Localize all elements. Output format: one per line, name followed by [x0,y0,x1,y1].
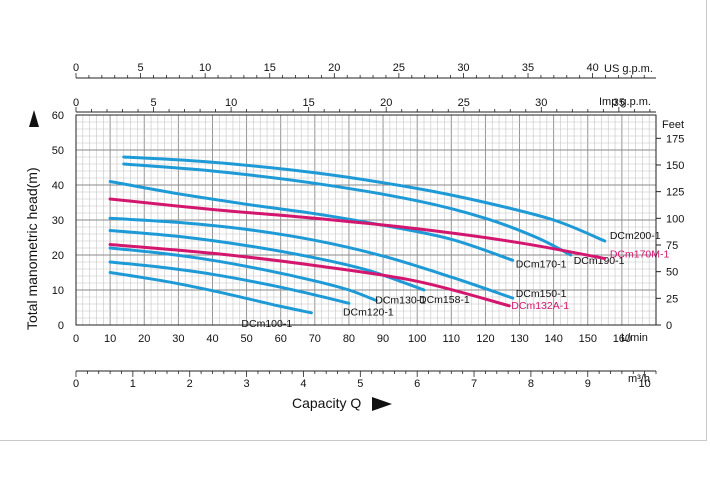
tick-label-impgpm: 10 [225,97,237,109]
curve-label-dcm170-1: DCm170-1 [516,258,567,270]
tick-label-impgpm: 35 [613,97,625,109]
tick-label-m3h: 3 [244,378,250,390]
tick-label-m: 20 [52,250,64,262]
tick-label-m3h: 10 [639,378,651,390]
curve-dcm130-1 [108,246,378,302]
tick-label-m: 40 [52,180,64,192]
tick-label-lpm: 160 [613,333,631,345]
curve-dcm170m-1 [108,197,607,260]
us-gpm-unit-label: US g.p.m. [604,63,653,75]
tick-label-impgpm: 20 [380,97,392,109]
tick-label-m3h: 1 [130,378,136,390]
tick-label-usgpm: 15 [264,62,276,74]
curve-dcm200-1 [122,155,607,243]
x-axis-label: Capacity Q [292,395,361,411]
tick-label-feet: 75 [666,240,678,252]
curve-label-dcm200-1: DCm200-1 [610,230,661,242]
tick-label-lpm: 20 [138,333,150,345]
curve-dcm120-1 [108,260,351,305]
tick-label-usgpm: 40 [586,62,598,74]
tick-label-feet: 125 [666,187,684,199]
lpm-unit-label: L/min [621,332,648,344]
tick-label-impgpm: 0 [73,97,79,109]
curve-label-dcm120-1: DCm120-1 [343,306,394,318]
tick-label-feet: 100 [666,213,684,225]
tick-label-usgpm: 30 [457,62,469,74]
curve-dcm150-1 [108,216,515,300]
tick-label-usgpm: 10 [199,62,211,74]
tick-label-m3h: 6 [414,378,420,390]
tick-label-lpm: 0 [73,333,79,345]
tick-label-lpm: 130 [510,333,528,345]
tick-label-m3h: 4 [300,378,306,390]
feet-unit-label: Feet [662,119,684,131]
tick-label-impgpm: 30 [535,97,547,109]
tick-label-lpm: 90 [377,333,389,345]
tick-label-usgpm: 0 [73,62,79,74]
tick-label-usgpm: 5 [138,62,144,74]
tick-label-impgpm: 5 [150,97,156,109]
tick-label-m: 50 [52,145,64,157]
tick-label-usgpm: 35 [522,62,534,74]
y-axis-arrow-icon [29,110,39,127]
tick-label-impgpm: 25 [458,97,470,109]
m3h-unit-label: m³/h [628,373,650,385]
tick-label-lpm: 10 [104,333,116,345]
tick-label-m3h: 9 [585,378,591,390]
tick-label-lpm: 50 [240,333,252,345]
grid [75,114,657,326]
tick-label-feet: 175 [666,133,684,145]
curve-label-dcm170m-1: DCm170M-1 [610,249,670,261]
tick-label-m3h: 8 [528,378,534,390]
tick-label-lpm: 120 [476,333,494,345]
tick-label-m: 30 [52,215,64,227]
tick-label-feet: 50 [666,267,678,279]
curve-label-dcm132a-1: DCm132A-1 [511,300,569,312]
tick-label-feet: 25 [666,293,678,305]
tick-label-m3h: 7 [471,378,477,390]
tick-label-lpm: 70 [309,333,321,345]
curve-dcm100-1 [108,271,313,315]
curve-label-dcm130-1: DCm130-1 [375,295,426,307]
tick-label-usgpm: 20 [328,62,340,74]
tick-label-m: 0 [58,320,64,332]
x-axis-arrow-icon [372,397,392,411]
tick-label-lpm: 150 [579,333,597,345]
curve-label-dcm190-1: DCm190-1 [574,255,625,267]
tick-label-m: 60 [52,110,64,122]
tick-label-m3h: 5 [357,378,363,390]
tick-label-usgpm: 25 [393,62,405,74]
tick-label-lpm: 100 [408,333,426,345]
tick-label-lpm: 60 [275,333,287,345]
tick-label-lpm: 80 [343,333,355,345]
tick-label-m3h: 2 [187,378,193,390]
imp-gpm-unit-label: Imp g.p.m. [599,96,651,108]
curve-label-dcm150-1: DCm150-1 [516,288,567,300]
tick-label-feet: 0 [666,320,672,332]
tick-label-impgpm: 15 [303,97,315,109]
curve-dcm132a-1 [108,243,511,308]
axes: 0 10 20 30 40 50 60 70 80 90 100 110 120 130 140 150 160… [52,62,685,390]
curve-dcm158-1 [108,229,426,292]
tick-label-lpm: 110 [443,333,461,345]
tick-label-lpm: 40 [206,333,218,345]
y-axis-label: Total manometric head(m) [24,167,40,330]
curve-dcm190-1 [122,162,573,257]
tick-label-feet: 150 [666,160,684,172]
tick-label-lpm: 140 [544,333,562,345]
curve-dcm170-1 [108,180,515,262]
curve-label-dcm158-1: DCm158-1 [419,294,470,306]
tick-label-m: 10 [52,285,64,297]
curve-label-dcm100-1: DCm100-1 [241,318,292,330]
tick-label-m3h: 0 [73,378,79,390]
tick-label-lpm: 30 [172,333,184,345]
